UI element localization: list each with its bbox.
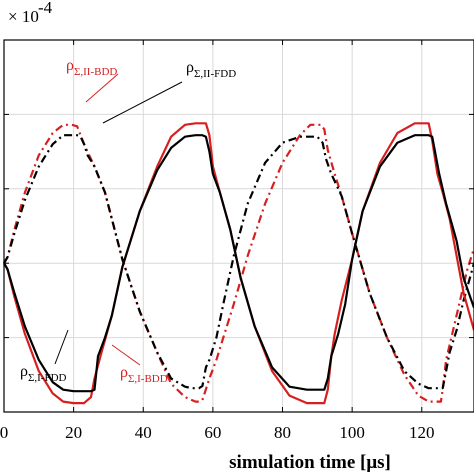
x-tick-label: 0 [0, 423, 8, 442]
x-axis-label: simulation time [μs] [229, 452, 391, 473]
y-exponent-label: × 10 [8, 7, 39, 26]
x-tick-label: 80 [274, 423, 291, 442]
x-tick-label: 40 [135, 423, 152, 442]
x-tick-label: 120 [409, 423, 435, 442]
annotation-leader [111, 344, 141, 366]
annotations: ρΣ,II-BDD ρΣ,II-FDD ρΣ,I-FDD ρΣ,I-BDD [20, 57, 236, 385]
annotation-leader [85, 73, 119, 103]
annotation-label: ρΣ,II-BDD [66, 57, 117, 78]
annotation-label: ρΣ,I-BDD [120, 364, 168, 385]
series-group [3, 122, 474, 405]
annotation-label: ρΣ,I-FDD [20, 363, 67, 384]
annotation-label: ρΣ,II-FDD [186, 59, 236, 80]
annotation-leader [102, 81, 183, 124]
series-line-1 [3, 134, 474, 390]
y-exponent-power: -4 [38, 0, 53, 17]
axis-labels: × 10 -4 simulation time [μs] [8, 0, 391, 473]
x-tick-label: 20 [65, 423, 82, 442]
annotation-leader [54, 329, 69, 365]
x-tick-label: 100 [339, 423, 365, 442]
series-line-0 [3, 123, 474, 403]
x-tick-label: 60 [204, 423, 221, 442]
grid [3, 39, 474, 413]
series-line-3 [3, 134, 474, 393]
plot-frame [3, 39, 474, 413]
tick-labels: 0 20 40 60 80 100 120 [0, 423, 435, 442]
plot-border [3, 39, 474, 413]
